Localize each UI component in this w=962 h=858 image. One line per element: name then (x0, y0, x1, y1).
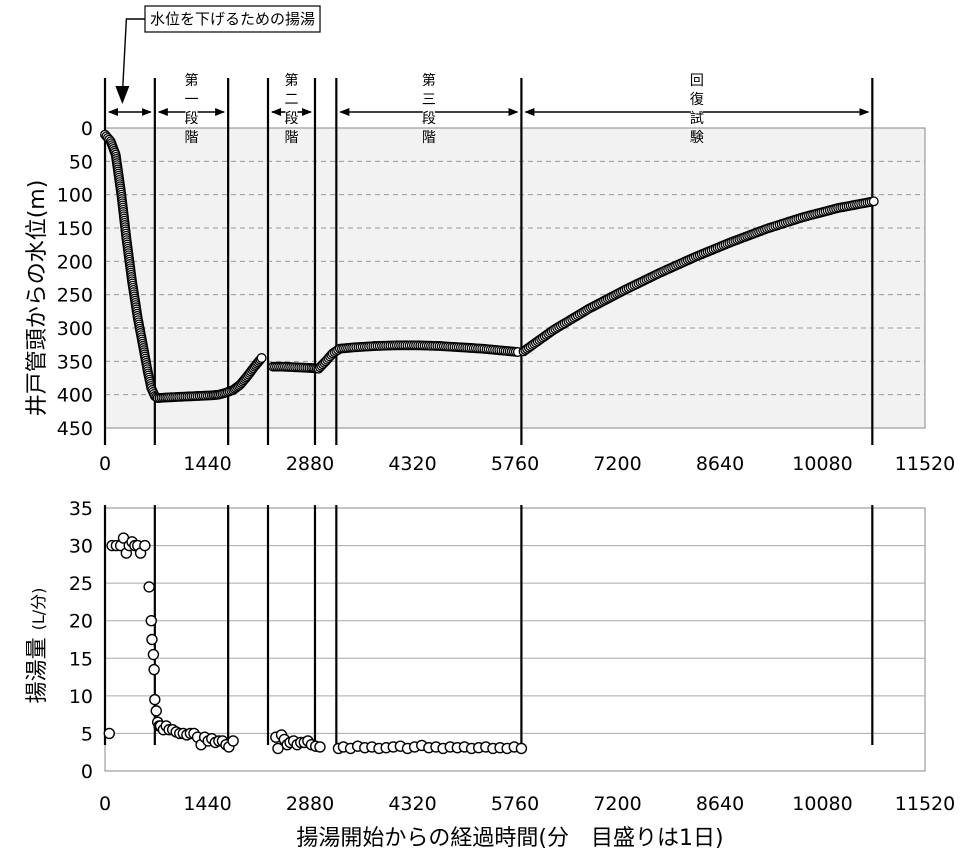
annotation-arrow (121, 18, 145, 96)
drawdown-pumping-annotation: 水位を下げるための揚湯 (115, 5, 321, 104)
water-level-x-ticks: 0 1440 2880 4320 5760 7200 8640 10080 11520 (99, 453, 955, 475)
water-level-x-tick-label: 0 (99, 453, 111, 475)
pumping-rate-y-tick-label: 35 (69, 498, 93, 520)
pumping-rate-x-tick-label: 8640 (696, 793, 744, 815)
pumping-rate-y-tick-label: 30 (69, 536, 93, 558)
water-level-chart: 0 50 100 150 200 250 300 350 400 450 0 1440 2880 432… (25, 5, 955, 475)
water-level-y-tick-label: 200 (57, 251, 93, 273)
pumping-rate-x-tick-label: 0 (99, 793, 111, 815)
pumping-rate-y-label-unit: (L/分) (29, 588, 48, 631)
pumping-rate-point (146, 633, 158, 646)
pumping-rate-y-tick-label: 0 (81, 761, 93, 783)
water-level-point (256, 353, 267, 363)
water-level-y-tick-label: 350 (57, 351, 93, 373)
pumping-rate-x-tick-label: 1440 (183, 793, 231, 815)
water-level-x-tick-label: 11520 (895, 453, 955, 475)
pumping-rate-y-axis-label: 揚湯量 (L/分) (25, 588, 50, 704)
phase-label: 回復試験 (690, 73, 704, 146)
water-level-y-axis-label: 井戸管頭からの水位(m) (25, 180, 50, 417)
pumping-rate-point (515, 742, 528, 755)
pumping-rate-gridlines (105, 545, 925, 734)
water-level-x-tick-label: 4320 (388, 453, 436, 475)
water-level-y-tick-label: 300 (57, 318, 93, 340)
annotation-arrowhead (115, 86, 130, 104)
pumping-rate-point (149, 693, 161, 706)
phase-label: 第二段階 (284, 72, 298, 146)
water-level-y-tick-label: 150 (57, 218, 93, 240)
water-level-y-tick-label: 0 (81, 118, 93, 140)
pumping-rate-point (148, 663, 160, 676)
phase-annotations: 第一段階 第二段階 第三段階 回復試験 (108, 72, 870, 146)
pumping-rate-plot-area (104, 507, 926, 772)
pumping-rate-x-ticks: 0 1440 2880 4320 5760 7200 8640 10080 11520 (99, 793, 955, 815)
pumping-rate-point (139, 539, 151, 552)
pumping-rate-point (103, 727, 115, 740)
elapsed-time-x-axis-label: 揚湯開始からの経過時間(分 目盛りは1日) (296, 826, 723, 851)
pumping-rate-point (143, 581, 155, 593)
pumping-rate-point (145, 615, 157, 627)
water-level-y-tick-label: 450 (57, 418, 93, 440)
water-level-series (100, 129, 879, 403)
water-level-y-tick-label: 400 (57, 385, 93, 407)
water-level-x-tick-label: 8640 (696, 453, 744, 475)
pumping-rate-chart: 0 5 10 15 20 25 30 35 0 1440 2880 4320 5760 7200 8640… (25, 498, 955, 851)
pumping-rate-x-tick-label: 11520 (895, 793, 955, 815)
pumping-rate-series (103, 532, 528, 755)
pumping-rate-point (227, 735, 239, 747)
phase-label: 第三段階 (422, 72, 436, 146)
water-level-x-tick-label: 5760 (491, 453, 539, 475)
phase-label: 第一段階 (184, 72, 198, 146)
water-level-y-ticks: 0 50 100 150 200 250 300 350 400 450 (57, 118, 93, 440)
pumping-rate-x-tick-label: 7200 (593, 793, 641, 815)
pumping-rate-point (150, 705, 162, 717)
water-level-point (868, 196, 879, 207)
pumping-rate-y-label-main: 揚湯量 (25, 637, 50, 703)
water-level-x-tick-label: 7200 (593, 453, 641, 475)
pumping-rate-y-tick-label: 20 (69, 611, 93, 633)
water-level-gridlines (105, 160, 925, 396)
annotation-text: 水位を下げるための揚湯 (150, 10, 315, 28)
water-level-y-tick-label: 50 (69, 151, 93, 173)
pumping-rate-y-tick-label: 15 (69, 648, 93, 670)
pumping-rate-y-ticks: 0 5 10 15 20 25 30 35 (69, 498, 93, 783)
water-level-x-tick-label: 2880 (286, 453, 334, 475)
water-level-y-tick-label: 100 (57, 185, 93, 207)
pumping-rate-y-tick-label: 25 (69, 573, 93, 595)
pumping-rate-y-tick-label: 5 (81, 723, 93, 745)
pumping-rate-x-tick-label: 2880 (286, 793, 334, 815)
pumping-rate-x-tick-label: 4320 (388, 793, 436, 815)
pumping-rate-x-tick-label: 10080 (792, 793, 852, 815)
pumping-rate-point (272, 742, 284, 755)
water-level-x-tick-label: 10080 (792, 453, 852, 475)
pumping-rate-point (314, 741, 326, 753)
water-level-x-tick-label: 1440 (183, 453, 231, 475)
pumping-rate-point (147, 648, 160, 661)
water-level-y-tick-label: 250 (57, 285, 93, 307)
pumping-rate-x-tick-label: 5760 (491, 793, 539, 815)
pumping-rate-y-tick-label: 10 (69, 686, 93, 708)
